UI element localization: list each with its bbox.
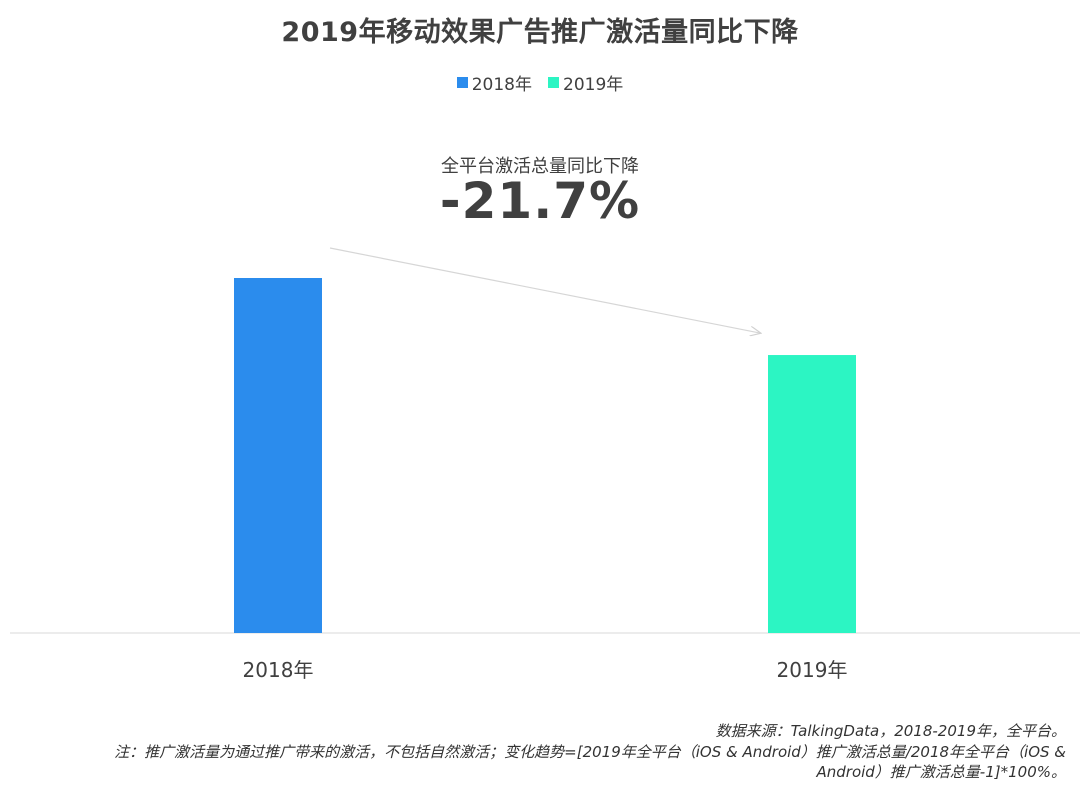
x-tick-label-2018: 2018年 [243, 658, 314, 682]
legend-item-2019: 2019年 [548, 70, 623, 95]
footnote-note-line1: 注：推广激活量为通过推广带来的激活，不包括自然激活；变化趋势=[2019年全平台… [114, 743, 1066, 761]
footnote-source: 数据来源：TalkingData，2018-2019年，全平台。 [715, 722, 1066, 740]
x-tick-label-2019: 2019年 [777, 658, 848, 682]
chart-title: 2019年移动效果广告推广激活量同比下降 [281, 17, 799, 48]
annotation-value: -21.7% [439, 172, 641, 230]
legend-label-2018: 2018年 [471, 75, 532, 95]
bar-2019 [768, 355, 856, 633]
chart-legend: 2018年 2019年 [0, 70, 1080, 95]
footnote-note-line2: Android）推广激活总量-1]*100%。 [816, 763, 1066, 781]
annotation-label: 全平台激活总量同比下降 [441, 156, 639, 177]
trend-arrow [329, 247, 760, 333]
legend-label-2019: 2019年 [563, 75, 624, 95]
bar-2018 [234, 278, 322, 633]
legend-item-2018: 2018年 [456, 70, 532, 95]
legend-swatch-2019 [548, 77, 559, 88]
legend-swatch-2018 [456, 77, 468, 88]
